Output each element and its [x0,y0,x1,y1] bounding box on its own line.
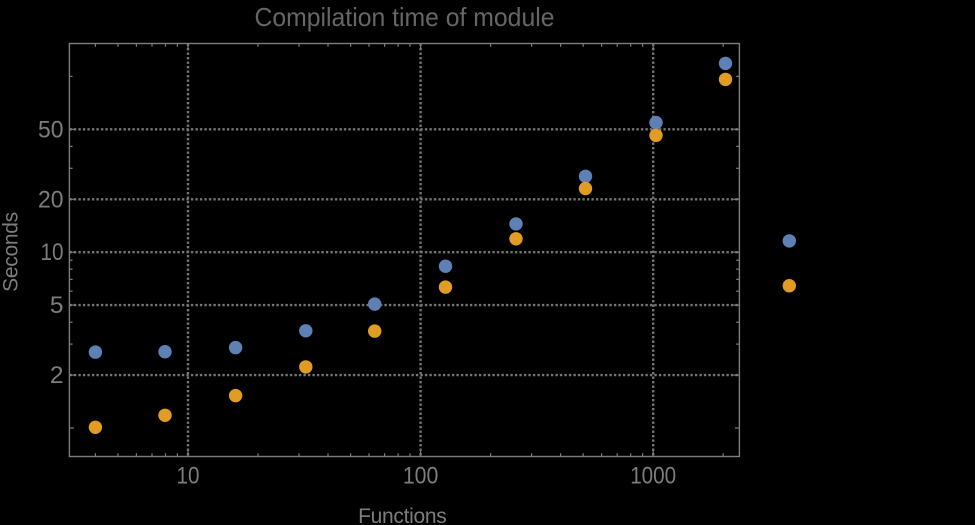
svg-text:100: 100 [403,463,439,490]
svg-text:10: 10 [41,239,64,266]
svg-text:Functions: Functions [358,505,446,525]
svg-text:Seconds: Seconds [0,212,23,292]
svg-text:Compilation time of module: Compilation time of module [255,2,555,32]
svg-text:5: 5 [50,292,64,319]
svg-text:1000: 1000 [630,463,676,490]
svg-text:10: 10 [177,463,200,490]
svg-text:2: 2 [50,362,64,389]
svg-text:20: 20 [38,186,64,213]
svg-text:50: 50 [38,116,64,143]
